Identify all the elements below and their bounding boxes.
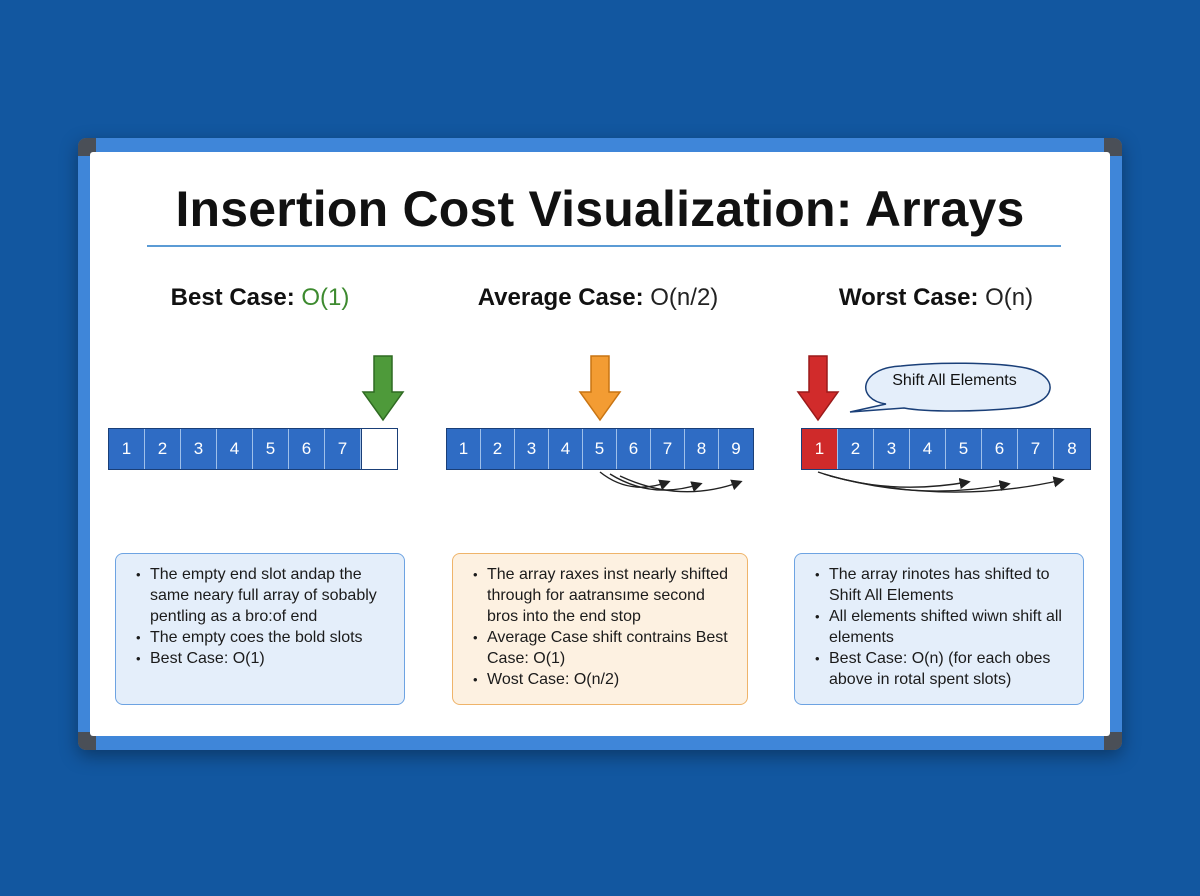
best-case-complexity: O(1) <box>301 284 350 311</box>
best-case-insert-arrow-icon <box>361 355 405 422</box>
best-case-notes: The empty end slot andap the same neary … <box>115 553 405 705</box>
callout-bubble <box>849 362 1051 413</box>
array-cell: 5 <box>253 429 289 469</box>
worst-case-shift-arrows-icon <box>817 471 1065 493</box>
average-case-heading: Average Case: O(n/2) <box>478 284 719 312</box>
array-cell: 6 <box>617 429 651 469</box>
array-cell: 7 <box>651 429 685 469</box>
note-item: The empty end slot andap the same neary … <box>136 564 392 627</box>
frame-corner <box>1104 138 1122 156</box>
array-cell: 5 <box>946 429 982 469</box>
array-cell: 4 <box>217 429 253 469</box>
frame-corner <box>78 138 96 156</box>
best-case-array: 1 2 3 4 5 6 7 <box>108 428 398 470</box>
array-cell: 7 <box>1018 429 1054 469</box>
average-case-array: 1 2 3 4 5 6 7 8 9 <box>446 428 754 470</box>
average-case-complexity: O(n/2) <box>650 284 719 311</box>
array-cell: 8 <box>1054 429 1090 469</box>
array-cell: 4 <box>910 429 946 469</box>
array-cell: 4 <box>549 429 583 469</box>
best-case-heading: Best Case: O(1) <box>171 284 350 312</box>
best-case-label: Best Case: <box>170 284 295 311</box>
array-cell: 6 <box>289 429 325 469</box>
note-item: Average Case shift contrains Best Case: … <box>473 627 735 669</box>
empty-array-slot <box>361 429 397 469</box>
array-cell: 2 <box>481 429 515 469</box>
worst-case-label: Worst Case: <box>838 284 979 311</box>
array-cell: 6 <box>982 429 1018 469</box>
array-cell: 9 <box>719 429 753 469</box>
worst-case-notes: The array rinotes has shifted to Shift A… <box>794 553 1084 705</box>
worst-case-insert-arrow-icon <box>796 355 840 422</box>
note-item: Best Case: O(n) (for each obes above in … <box>815 648 1071 690</box>
inserted-array-cell: 1 <box>802 429 838 469</box>
note-item: All elements shifted wiwn shift all elem… <box>815 606 1071 648</box>
array-cell: 1 <box>447 429 481 469</box>
array-cell: 5 <box>583 429 617 469</box>
array-cell: 2 <box>145 429 181 469</box>
array-cell: 3 <box>874 429 910 469</box>
average-case-insert-arrow-icon <box>578 355 622 422</box>
worst-case-heading: Worst Case: O(n) <box>839 284 1033 312</box>
callout-text: Shift All Elements <box>892 372 1017 389</box>
array-cell: 1 <box>109 429 145 469</box>
frame-corner <box>1104 732 1122 750</box>
array-cell: 8 <box>685 429 719 469</box>
average-case-label: Average Case: <box>477 284 644 311</box>
array-cell: 7 <box>325 429 361 469</box>
array-cell: 3 <box>515 429 549 469</box>
note-item: The array rinotes has shifted to Shift A… <box>815 564 1071 606</box>
array-cell: 3 <box>181 429 217 469</box>
average-case-shift-arrows-icon <box>599 471 743 493</box>
title-underline <box>147 245 1061 247</box>
average-case-notes: The array raxes inst nearly shifted thro… <box>452 553 748 705</box>
note-item: The empty coes the bold slots <box>136 627 392 648</box>
note-item: Best Case: O(1) <box>136 648 392 669</box>
worst-case-complexity: O(n) <box>985 284 1034 311</box>
frame-corner <box>78 732 96 750</box>
note-item: Wost Case: O(n/2) <box>473 669 735 690</box>
array-cell: 2 <box>838 429 874 469</box>
diagram-title: Insertion Cost Visualization: Arrays <box>175 181 1025 237</box>
worst-case-array: 1 2 3 4 5 6 7 8 <box>801 428 1091 470</box>
note-item: The array raxes inst nearly shifted thro… <box>473 564 735 627</box>
